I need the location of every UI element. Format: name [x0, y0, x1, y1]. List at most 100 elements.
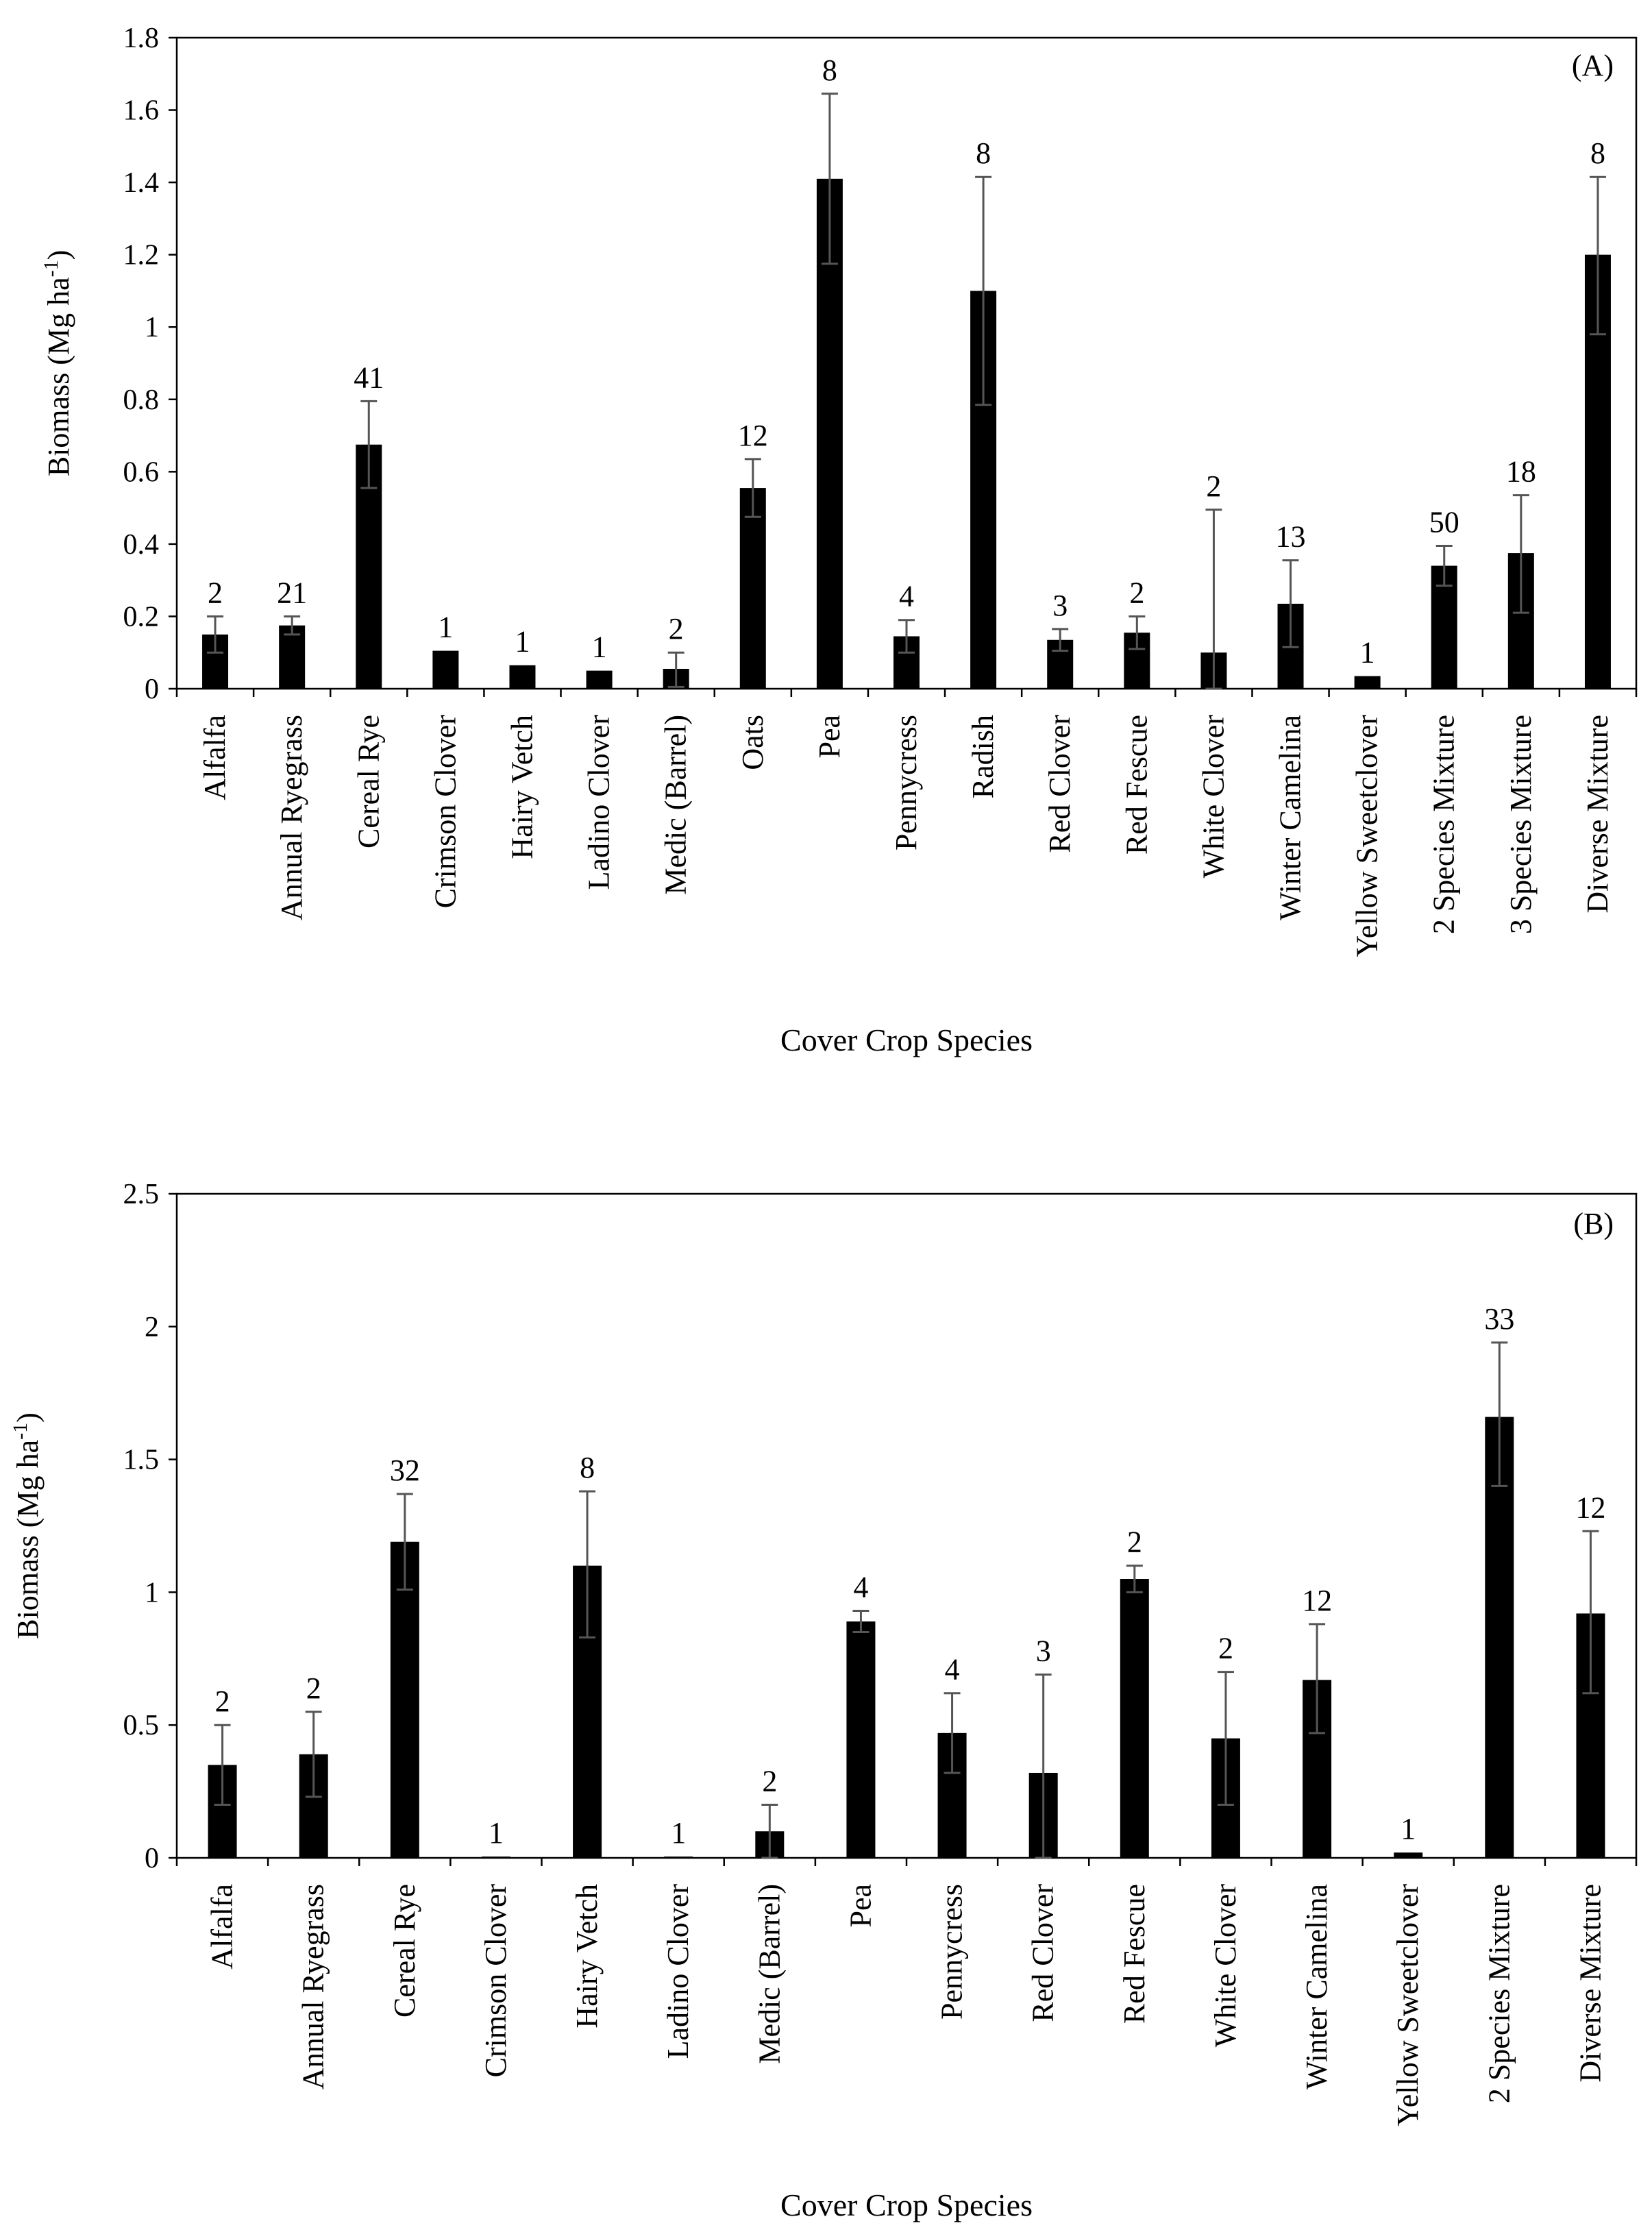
category-label: Annual Ryegrass: [297, 1884, 330, 2090]
data-label: 18: [1506, 455, 1536, 489]
bar: [739, 488, 766, 689]
data-label: 4: [899, 580, 914, 613]
category-label: Hairy Vetch: [505, 715, 539, 859]
data-label: 2: [1218, 1632, 1233, 1665]
category-label: Radish: [966, 715, 1000, 798]
y-tick-label: 0.5: [123, 1710, 160, 1741]
bar: [1120, 1579, 1149, 1858]
data-label: 12: [1302, 1584, 1332, 1617]
data-label: 2: [669, 612, 684, 646]
category-label: Pea: [813, 715, 846, 759]
category-label: Hairy Vetch: [570, 1884, 604, 2029]
category-label: Cereal Rye: [352, 715, 385, 848]
category-label: Red Fescue: [1118, 1884, 1151, 2024]
data-label: 2: [1206, 469, 1221, 503]
y-tick-label: 1.2: [123, 240, 160, 271]
data-label: 1: [489, 1816, 504, 1850]
bar: [846, 1621, 876, 1858]
bar: [1394, 1852, 1423, 1858]
panel-label: (A): [1572, 49, 1614, 82]
category-label: Crimson Clover: [428, 715, 462, 909]
category-label: Red Clover: [1043, 715, 1076, 853]
category-label: Pea: [843, 1884, 877, 1928]
y-tick-label: 1.6: [123, 95, 160, 127]
y-tick-label: 0.2: [123, 601, 160, 633]
data-label: 2: [215, 1684, 230, 1718]
data-label: 1: [671, 1816, 686, 1850]
category-label: Crimson Clover: [479, 1884, 513, 2078]
category-label: Annual Ryegrass: [275, 715, 308, 920]
y-axis-title-superscript: -1: [40, 260, 62, 277]
category-label: Medic (Barrel): [752, 1884, 786, 2064]
category-label: White Clover: [1196, 715, 1230, 879]
bar: [509, 665, 536, 689]
y-tick-label: 1.5: [123, 1445, 160, 1476]
bar: [664, 1857, 693, 1858]
y-axis-title: Biomass (Mg ha-1): [9, 1412, 45, 1639]
data-label: 1: [1401, 1812, 1416, 1846]
category-label: White Clover: [1209, 1884, 1242, 2048]
category-label: Ladino Clover: [582, 715, 616, 890]
category-label: Medic (Barrel): [659, 715, 693, 895]
data-label: 3: [1052, 589, 1068, 622]
data-label: 1: [1360, 636, 1375, 670]
data-label: 8: [580, 1451, 595, 1484]
category-label: 3 Species Mixture: [1504, 715, 1538, 934]
x-axis-title: Cover Crop Species: [780, 1022, 1033, 1057]
x-axis-title: Cover Crop Species: [780, 2188, 1033, 2222]
category-label: Oats: [736, 715, 769, 770]
bar: [481, 1857, 510, 1858]
y-axis-title-main: Biomass (Mg ha: [11, 1440, 45, 1639]
y-tick-label: 1: [145, 1577, 159, 1608]
bar: [1354, 676, 1381, 689]
category-label: Cereal Rye: [388, 1884, 421, 2018]
category-label: Yellow Sweetclover: [1351, 715, 1384, 957]
data-label: 50: [1429, 506, 1459, 539]
y-axis-title-main: Biomass (Mg ha: [42, 277, 75, 476]
category-label: Pennycress: [889, 715, 923, 850]
data-label: 8: [976, 136, 991, 170]
y-tick-label: 0: [145, 1843, 159, 1874]
panel-label: (B): [1573, 1207, 1614, 1240]
data-label: 12: [1575, 1491, 1605, 1524]
category-label: Red Clover: [1026, 1884, 1060, 2022]
data-label: 2: [306, 1671, 321, 1705]
data-label: 12: [738, 419, 768, 452]
y-tick-label: 1: [145, 312, 159, 343]
category-label: Ladino Clover: [661, 1884, 695, 2059]
y-tick-label: 2.5: [123, 1179, 160, 1210]
category-label: Yellow Sweetclover: [1391, 1884, 1425, 2127]
bar: [586, 670, 613, 689]
category-label: 2 Species Mixture: [1482, 1884, 1516, 2103]
data-label: 4: [945, 1653, 960, 1687]
y-axis-title-superscript: -1: [9, 1423, 32, 1440]
y-tick-label: 0.8: [123, 384, 160, 416]
data-label: 8: [822, 53, 837, 87]
bar: [390, 1541, 419, 1858]
bar: [1485, 1417, 1514, 1858]
bar: [279, 625, 306, 689]
category-label: Alfalfa: [206, 1884, 239, 1970]
data-label: 2: [762, 1764, 777, 1798]
data-label: 1: [438, 611, 453, 644]
data-label: 1: [592, 630, 607, 664]
category-label: Diverse Mixture: [1581, 715, 1614, 914]
y-axis-title-close: ): [42, 250, 75, 260]
y-tick-label: 0.4: [123, 529, 160, 561]
y-axis-title-close: ): [11, 1412, 45, 1423]
y-tick-label: 1.8: [123, 23, 160, 54]
data-label: 4: [853, 1571, 868, 1604]
data-label: 1: [515, 625, 530, 659]
data-label: 21: [277, 576, 307, 609]
data-label: 2: [1129, 576, 1144, 609]
data-label: 33: [1484, 1302, 1514, 1336]
y-tick-label: 0: [145, 674, 159, 705]
category-label: Red Fescue: [1120, 715, 1153, 855]
panel-a-chart: 00.20.40.60.811.21.41.61.82Alfalfa21Annu…: [40, 23, 1638, 1057]
y-tick-label: 1.4: [123, 167, 160, 199]
category-label: 2 Species Mixture: [1427, 715, 1461, 934]
y-axis-title: Biomass (Mg ha-1): [40, 250, 75, 477]
